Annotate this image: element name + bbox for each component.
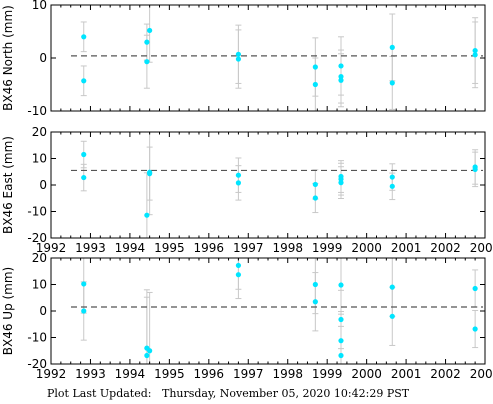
x-tick-label: 2002 [430, 241, 461, 255]
data-point [312, 299, 318, 305]
plot-frame [50, 131, 486, 239]
y-tick-label: 10 [32, 152, 47, 166]
y-tick-label: -10 [27, 104, 47, 118]
y-axis-label: BX46 North (mm) [1, 5, 15, 111]
y-tick-label: 0 [39, 304, 47, 318]
data-point [81, 308, 87, 314]
data-point [312, 64, 318, 70]
y-tick-label: -10 [27, 331, 47, 345]
data-point [81, 281, 87, 287]
data-point [312, 81, 318, 88]
data-point [235, 180, 242, 186]
y-tick-label: 0 [39, 178, 47, 192]
y-tick-label: -20 [27, 357, 47, 371]
y-tick-label: -10 [27, 205, 47, 219]
data-point [147, 348, 153, 354]
x-tick-label: 1994 [115, 241, 146, 255]
data-point [389, 183, 395, 189]
x-tick-label: 2003 [470, 367, 493, 381]
data-point [338, 316, 344, 323]
data-point [389, 44, 395, 51]
x-tick-label: 1993 [75, 367, 106, 381]
x-tick-label: 2000 [351, 241, 382, 255]
data-point [472, 166, 478, 172]
x-tick-label: 1995 [154, 367, 185, 381]
data-point [389, 174, 395, 180]
data-point [235, 51, 242, 57]
data-point [338, 63, 344, 69]
data-point [338, 77, 344, 83]
y-axis-label: BX46 East (mm) [1, 136, 15, 234]
x-tick-label: 1999 [312, 241, 343, 255]
x-tick-label: 1998 [272, 367, 303, 381]
data-point [235, 262, 242, 269]
data-point [235, 172, 242, 178]
x-tick-label: 1993 [75, 241, 106, 255]
y-tick-label: 10 [32, 0, 47, 12]
plot-updated-footer: Plot Last Updated: Thursday, November 05… [47, 387, 409, 400]
x-tick-label: 1996 [194, 367, 225, 381]
x-tick-label: 1994 [115, 367, 146, 381]
chart-panel-3: -20 -10 0 10 20 1992 1993 1994 1995 1996 1997 1998 1… [1, 251, 493, 381]
data-point [338, 180, 344, 186]
x-tick-label: 1996 [194, 241, 225, 255]
x-tick-label: 1992 [36, 367, 67, 381]
data-point [338, 338, 344, 344]
x-tick-label: 2001 [391, 241, 422, 255]
x-tick-label: 1995 [154, 241, 185, 255]
y-tick-label: 20 [32, 251, 47, 265]
data-point [338, 282, 344, 288]
data-point [147, 27, 153, 34]
data-point [81, 34, 87, 40]
footer-label: Plot Last Updated: [47, 387, 152, 400]
x-tick-label: 1999 [312, 367, 343, 381]
x-tick-label: 1992 [36, 241, 67, 255]
data-point [81, 151, 87, 158]
data-point [389, 80, 395, 86]
y-tick-label: 20 [32, 125, 47, 139]
data-point [144, 212, 150, 218]
footer-timestamp: Thursday, November 05, 2020 10:42:29 PST [161, 387, 410, 400]
data-point [81, 174, 87, 181]
x-tick-label: 2002 [430, 367, 461, 381]
x-tick-label: 2003 [470, 241, 493, 255]
data-point [472, 47, 478, 54]
data-point [144, 39, 150, 45]
x-tick-label: 2000 [351, 367, 382, 381]
x-tick-label: 1997 [233, 241, 264, 255]
x-tick-label: 2001 [391, 367, 422, 381]
data-point [312, 181, 318, 188]
chart-panel-2: -20 -10 0 10 20 1992 1993 1994 1995 1996 1997 1998 1… [1, 125, 493, 255]
data-point [235, 272, 242, 278]
data-point [144, 352, 150, 359]
data-point [312, 195, 318, 201]
data-point [144, 59, 150, 65]
plot-frame [50, 4, 486, 112]
y-axis-label: BX46 Up (mm) [1, 267, 15, 356]
data-point [389, 313, 395, 319]
data-point [472, 52, 478, 58]
data-point [235, 56, 242, 62]
y-tick-label: 0 [39, 51, 47, 65]
data-point [312, 281, 318, 288]
data-point [81, 78, 87, 84]
x-tick-label: 1998 [272, 241, 303, 255]
chart-panel-1: -10 0 10 BX46 North (mm) [1, 0, 486, 118]
data-point [472, 326, 478, 332]
data-point [472, 285, 478, 292]
data-point [147, 171, 153, 177]
data-point [389, 284, 395, 290]
y-tick-label: -20 [27, 231, 47, 245]
data-point [338, 73, 344, 80]
data-point [338, 352, 344, 359]
plot-frame [50, 257, 486, 365]
y-tick-label: 10 [32, 278, 47, 292]
x-tick-label: 1997 [233, 367, 264, 381]
